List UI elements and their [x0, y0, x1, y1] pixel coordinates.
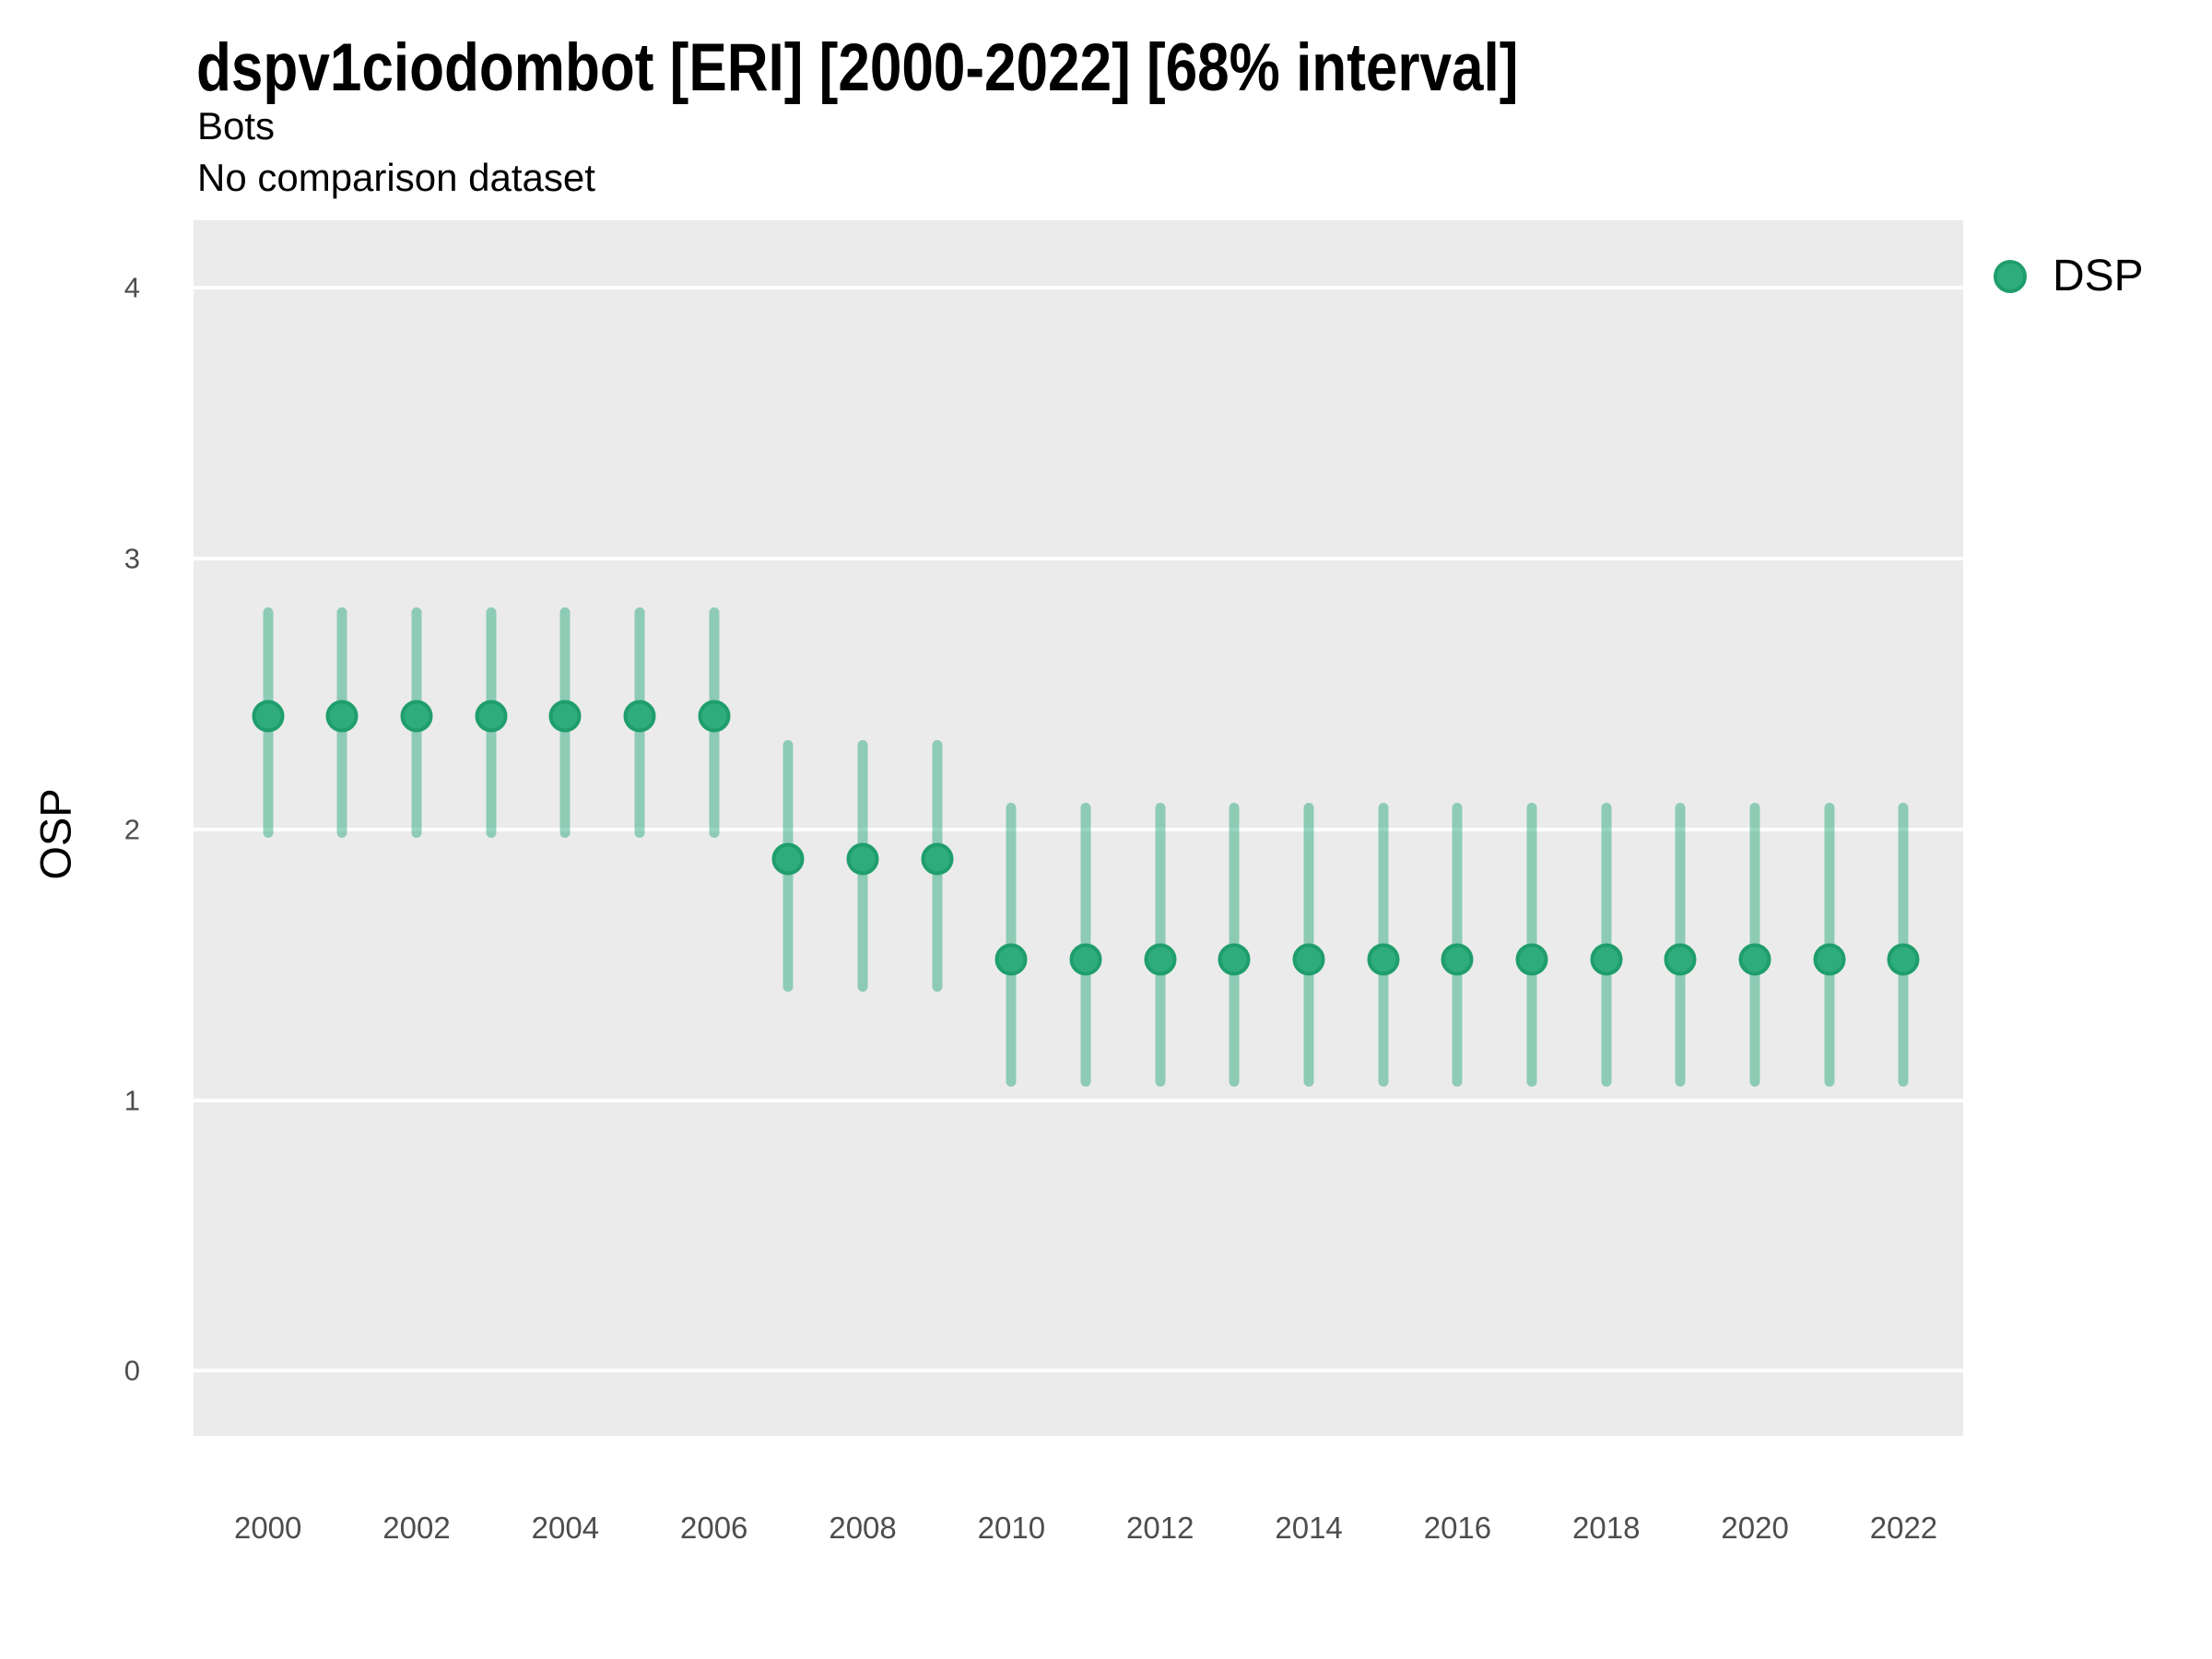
- chart-title: dspv1ciodombot [ERI] [2000-2022] [68% in…: [196, 30, 1519, 105]
- point-2017: [1515, 943, 1548, 976]
- x-tick-label-2020: 2020: [1721, 1511, 1789, 1545]
- y-tick-label-3: 3: [124, 542, 140, 575]
- point-2016: [1441, 943, 1474, 976]
- point-2004: [548, 700, 582, 733]
- x-tick-label-2022: 2022: [1869, 1511, 1938, 1545]
- gridline-y-1: [194, 1098, 1963, 1102]
- gridline-y-3: [194, 557, 1963, 561]
- point-2010: [994, 943, 1028, 976]
- point-2020: [1738, 943, 1771, 976]
- y-tick-label-2: 2: [124, 813, 140, 846]
- gridline-y-4: [194, 286, 1963, 290]
- point-2021: [1813, 943, 1846, 976]
- gridline-y-0: [194, 1369, 1963, 1373]
- point-2019: [1664, 943, 1697, 976]
- point-2006: [698, 700, 731, 733]
- point-2007: [771, 842, 805, 876]
- x-tick-label-2010: 2010: [977, 1511, 1046, 1545]
- point-2014: [1292, 943, 1325, 976]
- point-2012: [1144, 943, 1177, 976]
- legend-marker-dsp-icon: [1994, 260, 2027, 293]
- x-tick-label-2000: 2000: [233, 1511, 302, 1545]
- x-tick-label-2006: 2006: [679, 1511, 748, 1545]
- x-tick-label-2016: 2016: [1423, 1511, 1492, 1545]
- point-2000: [252, 700, 285, 733]
- point-2008: [846, 842, 879, 876]
- x-tick-label-2004: 2004: [531, 1511, 600, 1545]
- x-tick-label-2014: 2014: [1275, 1511, 1343, 1545]
- x-tick-label-2012: 2012: [1126, 1511, 1194, 1545]
- plot-panel: [194, 220, 1963, 1436]
- legend-label-dsp: DSP: [2053, 252, 2144, 300]
- point-2001: [325, 700, 359, 733]
- legend: DSP: [1994, 249, 2144, 304]
- point-2015: [1367, 943, 1400, 976]
- gridline-y-2: [194, 827, 1963, 831]
- x-tick-label-2002: 2002: [382, 1511, 451, 1545]
- point-2018: [1590, 943, 1623, 976]
- y-tick-label-4: 4: [124, 271, 140, 304]
- x-axis-tick-labels: 2000 2002 2004 2006 2008 2010 2012 2014 2016 2018…: [194, 1512, 1963, 1568]
- point-2022: [1887, 943, 1920, 976]
- chart-subtitle: Bots: [197, 104, 276, 147]
- x-tick-label-2008: 2008: [829, 1511, 897, 1545]
- point-2002: [400, 700, 433, 733]
- point-2003: [475, 700, 508, 733]
- comparison-note: No comparison dataset: [197, 156, 595, 199]
- x-tick-label-2018: 2018: [1572, 1511, 1641, 1545]
- y-tick-label-0: 0: [124, 1354, 140, 1387]
- point-2013: [1218, 943, 1251, 976]
- point-2009: [921, 842, 954, 876]
- point-2005: [623, 700, 656, 733]
- point-2011: [1069, 943, 1102, 976]
- y-tick-label-1: 1: [124, 1084, 140, 1117]
- y-axis-tick-labels: 0 1 2 3 4: [37, 220, 140, 1436]
